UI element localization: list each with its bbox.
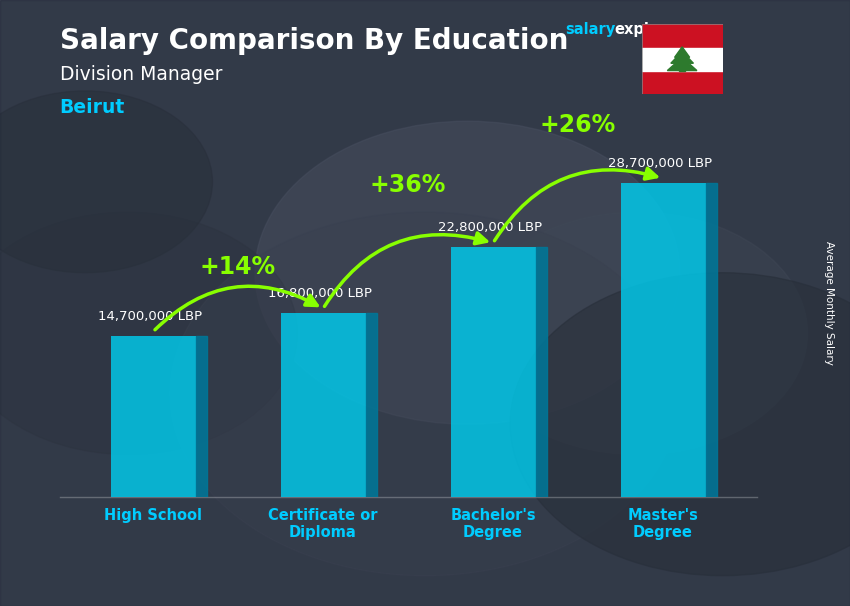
Text: Beirut: Beirut xyxy=(60,98,125,117)
Text: Salary Comparison By Education: Salary Comparison By Education xyxy=(60,27,568,55)
Text: Division Manager: Division Manager xyxy=(60,65,222,84)
Circle shape xyxy=(510,273,850,576)
Polygon shape xyxy=(675,47,689,58)
Polygon shape xyxy=(536,247,547,497)
Bar xyxy=(642,70,722,94)
FancyBboxPatch shape xyxy=(450,247,536,497)
Polygon shape xyxy=(667,58,697,70)
Circle shape xyxy=(0,212,298,454)
FancyBboxPatch shape xyxy=(110,336,196,497)
Text: 16,800,000 LBP: 16,800,000 LBP xyxy=(269,287,372,300)
Text: 14,700,000 LBP: 14,700,000 LBP xyxy=(99,310,202,323)
Polygon shape xyxy=(196,336,207,497)
Bar xyxy=(679,64,685,70)
Bar xyxy=(642,24,722,48)
Text: explorer.com: explorer.com xyxy=(615,22,722,38)
Text: 22,800,000 LBP: 22,800,000 LBP xyxy=(439,221,542,235)
Text: +14%: +14% xyxy=(200,255,276,279)
Polygon shape xyxy=(706,183,717,497)
Circle shape xyxy=(0,91,212,273)
Polygon shape xyxy=(366,313,377,497)
Text: +26%: +26% xyxy=(540,113,616,137)
Circle shape xyxy=(468,212,808,454)
Text: Average Monthly Salary: Average Monthly Salary xyxy=(824,241,834,365)
Circle shape xyxy=(170,212,680,576)
Circle shape xyxy=(255,121,680,424)
Text: salary: salary xyxy=(565,22,615,38)
FancyBboxPatch shape xyxy=(620,183,706,497)
FancyBboxPatch shape xyxy=(280,313,366,497)
Bar xyxy=(642,48,722,70)
Text: +36%: +36% xyxy=(370,173,446,197)
Polygon shape xyxy=(671,52,694,63)
Text: 28,700,000 LBP: 28,700,000 LBP xyxy=(609,157,712,170)
